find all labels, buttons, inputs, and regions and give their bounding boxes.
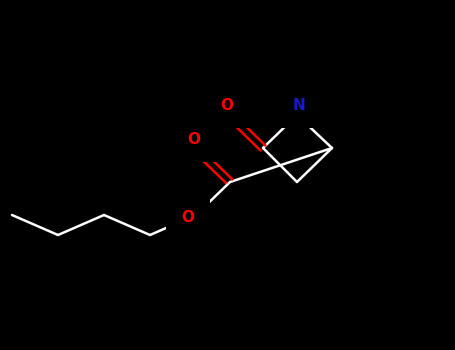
Text: O: O: [221, 98, 233, 112]
Text: N: N: [293, 98, 305, 112]
Text: O: O: [187, 132, 201, 147]
Text: O: O: [182, 210, 194, 224]
Text: H: H: [291, 86, 303, 100]
